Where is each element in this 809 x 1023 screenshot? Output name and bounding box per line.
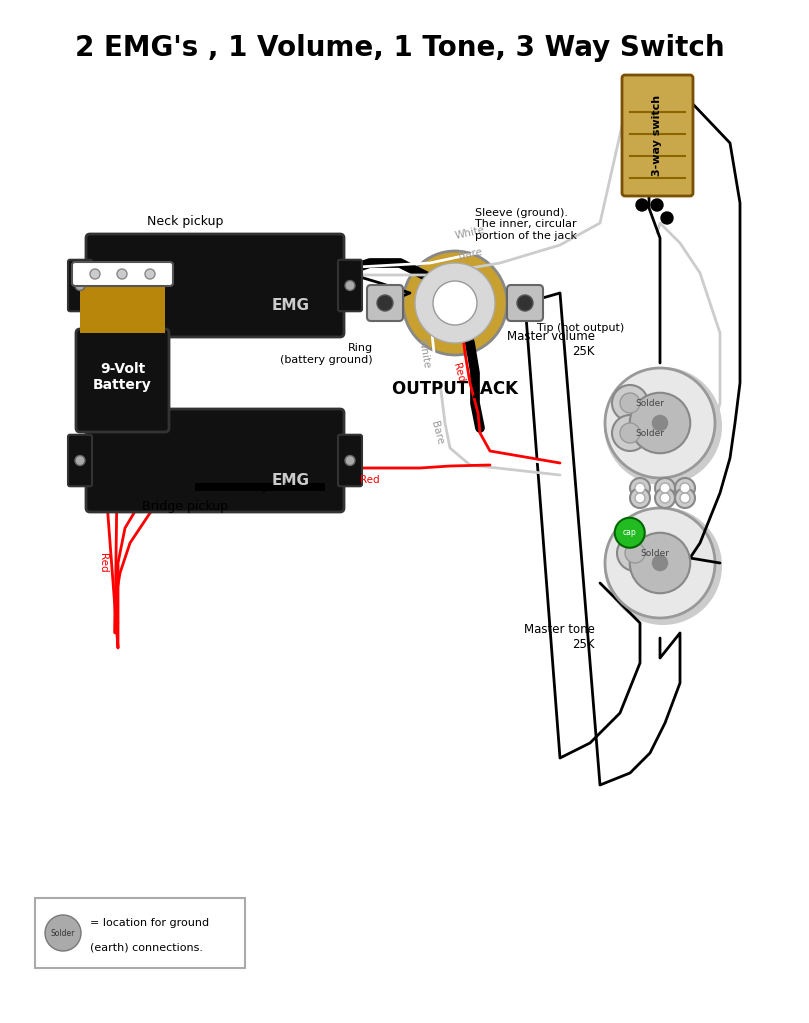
Text: Solder: Solder	[635, 429, 664, 438]
FancyBboxPatch shape	[68, 435, 92, 486]
Text: 9-Volt
Battery: 9-Volt Battery	[93, 362, 152, 393]
Circle shape	[415, 263, 495, 343]
Text: All red wires join here: All red wires join here	[200, 483, 306, 493]
Circle shape	[630, 478, 650, 498]
Text: OUTPUT JACK: OUTPUT JACK	[392, 380, 518, 398]
Circle shape	[651, 199, 663, 211]
FancyBboxPatch shape	[72, 262, 173, 286]
Circle shape	[625, 543, 645, 563]
Text: 3-way switch: 3-way switch	[652, 94, 662, 176]
Circle shape	[45, 915, 81, 951]
Circle shape	[615, 518, 645, 547]
Text: (earth) connections.: (earth) connections.	[90, 942, 203, 952]
Text: Bare: Bare	[429, 420, 445, 446]
Circle shape	[629, 533, 690, 593]
FancyBboxPatch shape	[68, 260, 92, 311]
Circle shape	[345, 280, 355, 291]
Text: Sleeve (ground).
The inner, circular
portion of the jack: Sleeve (ground). The inner, circular por…	[475, 208, 577, 241]
Text: Solder: Solder	[635, 399, 664, 407]
Circle shape	[630, 488, 650, 508]
Circle shape	[604, 507, 722, 625]
FancyBboxPatch shape	[367, 285, 403, 321]
Circle shape	[620, 422, 640, 443]
Bar	[80, 283, 165, 333]
Bar	[195, 483, 325, 491]
Text: Red: Red	[98, 553, 108, 573]
Text: White: White	[454, 225, 486, 241]
Circle shape	[635, 493, 645, 503]
Circle shape	[612, 385, 648, 421]
Circle shape	[90, 269, 100, 279]
FancyBboxPatch shape	[622, 75, 693, 196]
Text: 2 EMG's , 1 Volume, 1 Tone, 3 Way Switch: 2 EMG's , 1 Volume, 1 Tone, 3 Way Switch	[75, 34, 725, 62]
Text: Master volume
25K: Master volume 25K	[507, 330, 595, 358]
Circle shape	[377, 295, 393, 311]
Circle shape	[75, 280, 85, 291]
Circle shape	[604, 367, 722, 485]
Circle shape	[75, 455, 85, 465]
Circle shape	[675, 488, 695, 508]
Circle shape	[517, 295, 533, 311]
Text: Master tone
25K: Master tone 25K	[524, 623, 595, 651]
Circle shape	[655, 478, 675, 498]
Circle shape	[629, 393, 690, 453]
Text: cap: cap	[623, 528, 637, 537]
Text: Tip (hot output): Tip (hot output)	[537, 323, 625, 333]
Circle shape	[403, 251, 507, 355]
Circle shape	[680, 483, 690, 493]
Circle shape	[620, 393, 640, 413]
FancyBboxPatch shape	[35, 898, 245, 968]
Circle shape	[635, 483, 645, 493]
Text: Bridge pickup: Bridge pickup	[142, 500, 228, 513]
Circle shape	[660, 493, 670, 503]
Text: Solder: Solder	[640, 548, 669, 558]
Circle shape	[345, 455, 355, 465]
Circle shape	[660, 483, 670, 493]
Circle shape	[617, 535, 653, 571]
FancyBboxPatch shape	[86, 234, 344, 337]
FancyBboxPatch shape	[338, 260, 362, 311]
Circle shape	[612, 415, 648, 451]
FancyBboxPatch shape	[338, 435, 362, 486]
Circle shape	[655, 488, 675, 508]
Text: Ring
(battery ground): Ring (battery ground)	[281, 343, 373, 364]
Text: Red: Red	[451, 362, 466, 384]
FancyBboxPatch shape	[86, 409, 344, 512]
Circle shape	[652, 554, 668, 571]
Text: Neck pickup: Neck pickup	[146, 215, 223, 228]
Text: EMG: EMG	[272, 473, 310, 488]
Circle shape	[605, 368, 715, 478]
FancyBboxPatch shape	[507, 285, 543, 321]
Text: White: White	[417, 338, 432, 369]
Circle shape	[117, 269, 127, 279]
FancyBboxPatch shape	[76, 329, 169, 432]
Circle shape	[652, 414, 668, 432]
Text: Bare: Bare	[457, 247, 483, 261]
Text: EMG: EMG	[272, 298, 310, 313]
Circle shape	[661, 212, 673, 224]
Circle shape	[605, 508, 715, 618]
Text: = location for ground: = location for ground	[90, 918, 209, 928]
Circle shape	[145, 269, 155, 279]
Text: Red: Red	[360, 475, 379, 485]
Text: Solder: Solder	[51, 929, 75, 937]
Circle shape	[636, 199, 648, 211]
Circle shape	[680, 493, 690, 503]
Circle shape	[675, 478, 695, 498]
Circle shape	[433, 281, 477, 325]
